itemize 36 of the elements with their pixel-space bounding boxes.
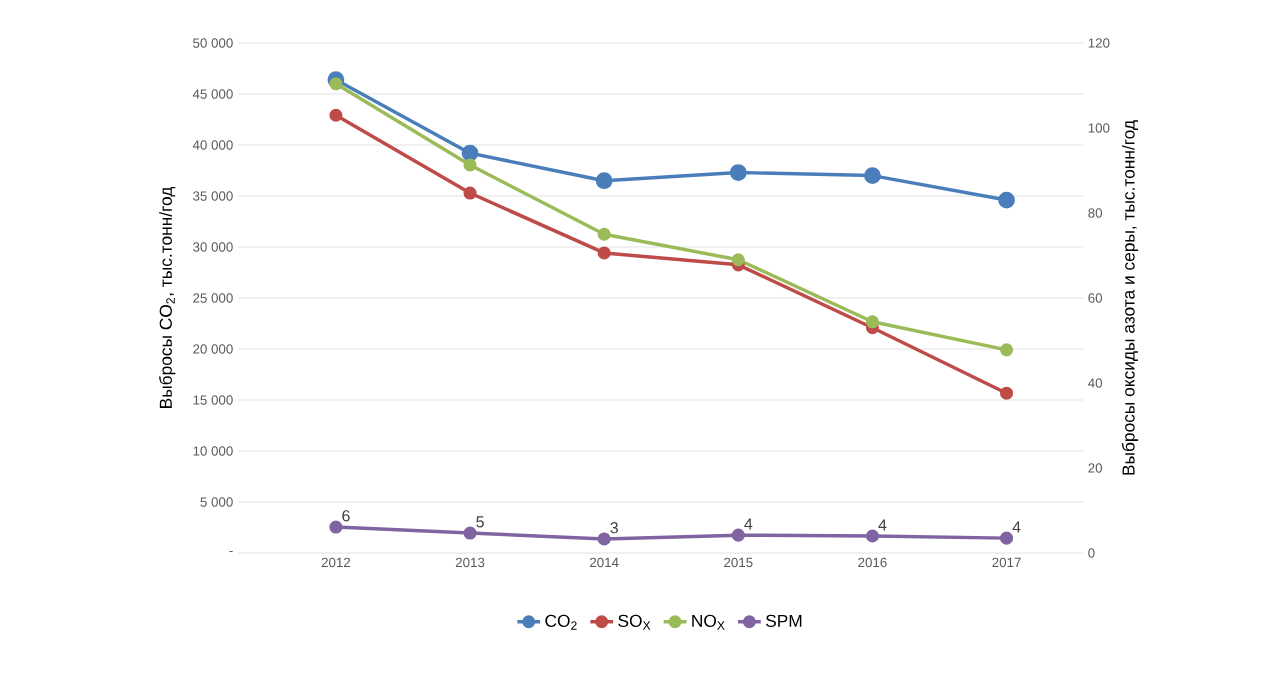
y-tick-label: 5 000 — [200, 497, 233, 507]
y2-tick-label: 20 — [1088, 463, 1103, 473]
x-tick-label: 2014 — [590, 557, 619, 568]
x-tick-label: 2017 — [992, 557, 1021, 568]
y-tick-label: 25 000 — [193, 293, 233, 303]
y-tick-label: - — [229, 550, 233, 552]
y2-tick-label: 0 — [1088, 548, 1095, 558]
y2-tick-label: 120 — [1088, 38, 1110, 48]
y-tick-label: 45 000 — [192, 89, 233, 99]
y-tick-label: 20 000 — [193, 344, 233, 354]
data-label: 5 — [476, 516, 484, 528]
x-tick-label: 2012 — [321, 557, 351, 568]
y-tick-label: 15 000 — [193, 395, 233, 405]
y2-tick-label: 40 — [1088, 378, 1103, 388]
y2-tick-label: 100 — [1088, 123, 1110, 133]
data-label: 6 — [342, 510, 350, 522]
y2-tick-label: 60 — [1088, 293, 1103, 303]
y-axis-title: Выбросы CO$_{2}$, тыс.тонн/год — [159, 186, 176, 408]
x-tick-label: 2013 — [455, 557, 485, 568]
x-tick-label: 2016 — [858, 557, 887, 568]
x-tick-label: 2015 — [724, 557, 753, 568]
data-label: 4 — [878, 519, 887, 531]
y-tick-label: 30 000 — [193, 242, 233, 252]
data-label: 3 — [610, 522, 618, 534]
y-tick-label: 50 000 — [193, 38, 233, 48]
y-tick-label: 10 000 — [193, 446, 233, 456]
legend-label: SPM — [765, 614, 802, 627]
y2-tick-label: 80 — [1088, 208, 1103, 218]
y2-axis-title: Выбросы оксиды азота и серы, тыс.тонн/год — [1121, 120, 1139, 475]
legend-label: CO$_{2}$ — [545, 614, 577, 630]
y-tick-label: 35 000 — [193, 191, 233, 201]
data-label: 4 — [1012, 521, 1021, 533]
legend-label: SO$_{X}$ — [618, 614, 651, 630]
data-label: 4 — [744, 518, 753, 530]
y-tick-label: 40 000 — [192, 140, 233, 150]
legend-label: NO$_{X}$ — [692, 614, 725, 630]
